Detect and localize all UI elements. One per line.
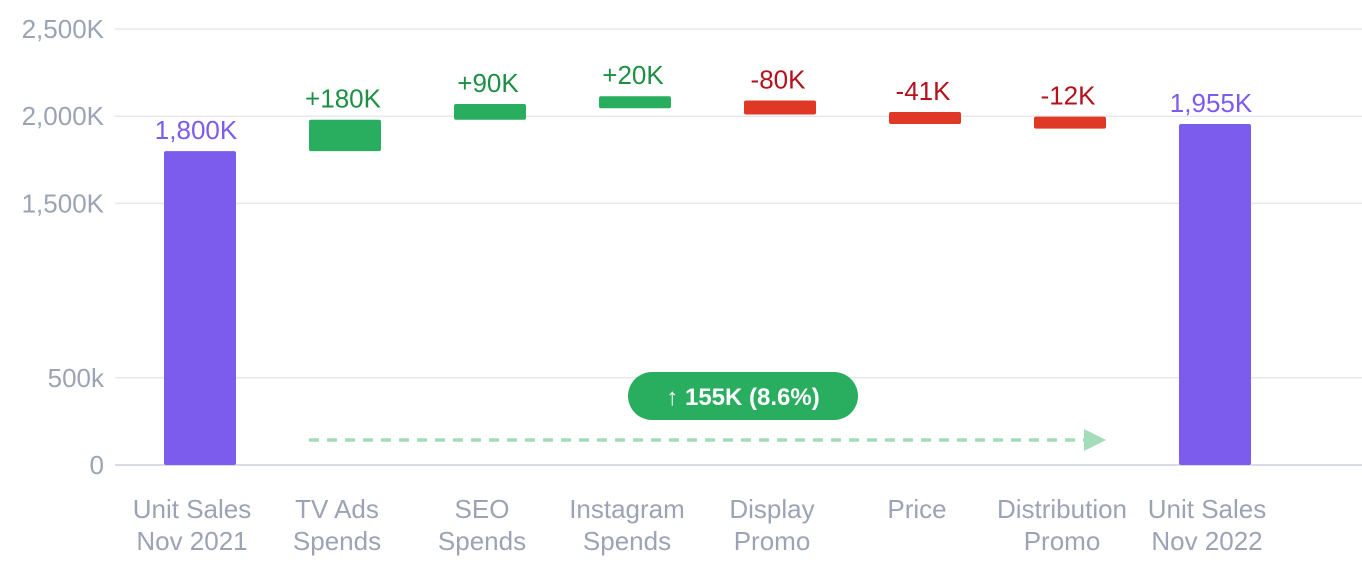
x-category-label: Unit Sales	[133, 494, 252, 524]
bar-data-label: +180K	[305, 84, 382, 114]
decrease-bar	[744, 100, 816, 115]
y-tick-label: 0	[90, 450, 104, 480]
bar-data-label: 1,955K	[1170, 88, 1253, 118]
x-category-label: Spends	[438, 526, 526, 556]
bar-data-label: -12K	[1041, 81, 1097, 111]
x-category-label: Spends	[293, 526, 381, 556]
bar-data-label: +90K	[457, 68, 519, 98]
x-category-label: SEO	[455, 494, 510, 524]
decrease-bar	[889, 112, 961, 125]
x-category-label: TV Ads	[295, 494, 379, 524]
y-tick-label: 1,500K	[22, 188, 105, 218]
decrease-bar	[1034, 116, 1106, 129]
x-category-label: Promo	[734, 526, 811, 556]
x-category-label: Instagram	[569, 494, 685, 524]
change-badge	[628, 372, 858, 420]
increase-bar	[454, 103, 526, 120]
x-category-label: Promo	[1024, 526, 1101, 556]
bar-data-label: +20K	[602, 60, 664, 90]
bar-data-label: -41K	[896, 76, 952, 106]
y-tick-label: 2,000K	[22, 101, 105, 131]
x-category-label: Spends	[583, 526, 671, 556]
x-category-label: Price	[887, 494, 946, 524]
x-category-label: Nov 2022	[1151, 526, 1262, 556]
increase-bar	[599, 96, 671, 109]
increase-bar	[309, 119, 381, 152]
y-tick-label: 2,500K	[22, 14, 105, 44]
bar-data-label: 1,800K	[155, 115, 238, 145]
total-bar	[164, 151, 236, 465]
x-category-label: Distribution	[997, 494, 1127, 524]
change-arrow-head-icon	[1084, 429, 1106, 451]
bar-data-label: -80K	[751, 65, 807, 95]
x-category-label: Unit Sales	[1148, 494, 1267, 524]
change-badge-label: ↑ 155K (8.6%)	[666, 384, 819, 411]
x-category-label: Display	[729, 494, 814, 524]
x-category-label: Nov 2021	[136, 526, 247, 556]
y-tick-label: 500k	[48, 363, 105, 393]
total-bar	[1179, 124, 1251, 465]
